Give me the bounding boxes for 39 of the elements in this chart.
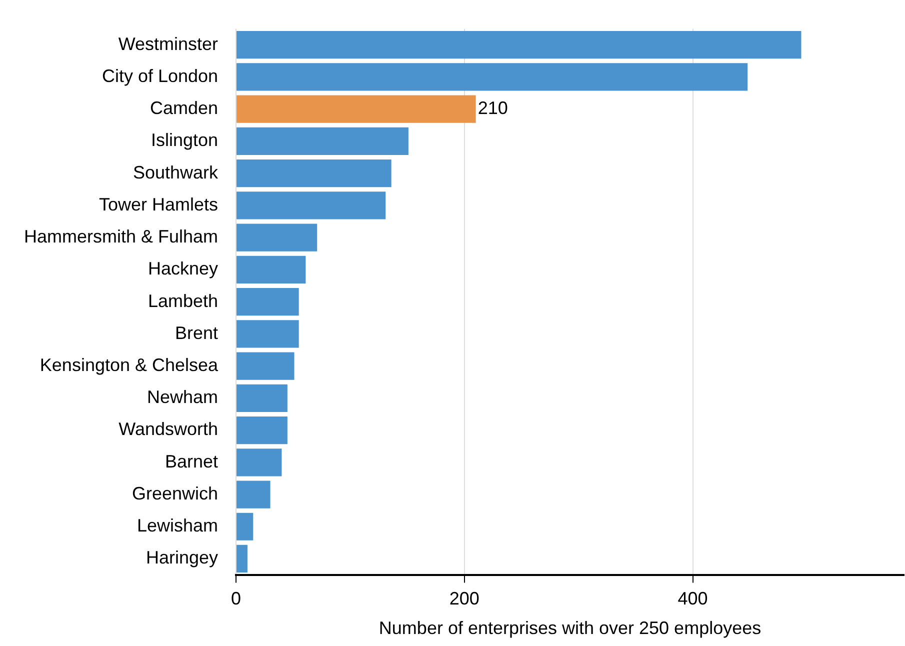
y-tick-label: Barnet [164, 451, 218, 472]
y-tick-label: Lewisham [136, 516, 218, 536]
x-tick-label: 200 [449, 588, 480, 609]
bar [236, 160, 392, 188]
y-tick-label: Lambeth [148, 290, 218, 311]
y-tick-label: Islington [150, 130, 218, 150]
y-tick-label: Hackney [148, 258, 218, 279]
y-tick-label: Greenwich [132, 483, 218, 504]
x-axis-title: Number of enterprises with over 250 employees [378, 618, 762, 638]
bar [236, 416, 288, 444]
y-tick-label: Southwark [132, 162, 220, 182]
bar [236, 95, 476, 123]
y-tick-label: Hammersmith & Fulham [24, 226, 218, 247]
y-tick-label: Newham [147, 387, 218, 408]
bar [236, 288, 299, 316]
y-tick-label: Westminster [118, 34, 218, 54]
x-tick-label: 0 [231, 588, 242, 609]
y-tick-label: Camden [150, 98, 218, 118]
x-tick-label: 400 [678, 588, 708, 609]
bar [236, 192, 386, 220]
bar [236, 320, 299, 348]
bar [236, 352, 294, 380]
bar [236, 256, 306, 284]
y-tick-label: Brent [175, 322, 218, 343]
y-tick-label: Haringey [146, 548, 218, 568]
y-tick-label: City of London [102, 66, 218, 86]
bar [236, 544, 248, 573]
bar [236, 384, 288, 412]
bar [236, 127, 408, 156]
y-tick-label: Kensington & Chelsea [40, 355, 220, 376]
data-label: 210 [478, 98, 508, 118]
bar [236, 512, 254, 540]
bar [236, 31, 802, 59]
bar [236, 224, 318, 252]
bar [236, 63, 748, 91]
y-tick-label: Tower Hamlets [99, 194, 218, 214]
bar [236, 448, 282, 476]
bar [236, 480, 270, 508]
y-tick-label: Wandsworth [118, 419, 218, 440]
